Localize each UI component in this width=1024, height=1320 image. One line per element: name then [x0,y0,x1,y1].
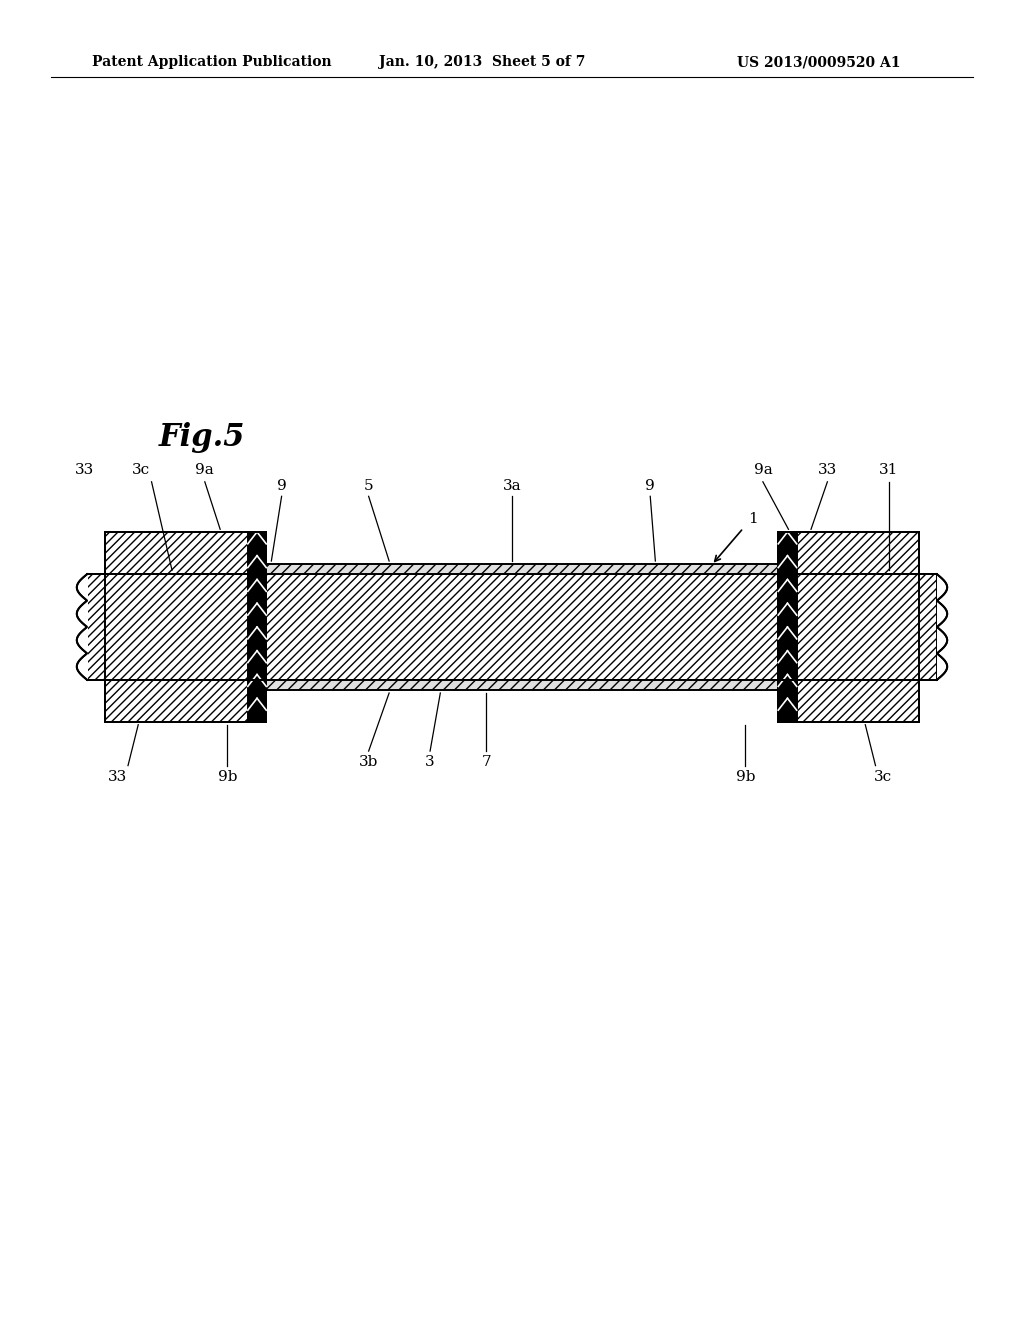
Bar [778,532,919,574]
Bar [266,574,778,680]
Bar [937,574,953,680]
Text: 5: 5 [364,479,374,492]
Text: 3b: 3b [359,755,378,768]
Text: 9a: 9a [196,463,214,477]
Text: 9a: 9a [754,463,772,477]
Bar [248,532,266,722]
Text: Jan. 10, 2013  Sheet 5 of 7: Jan. 10, 2013 Sheet 5 of 7 [379,55,586,70]
Text: US 2013/0009520 A1: US 2013/0009520 A1 [737,55,901,70]
Bar [266,564,778,574]
Text: Patent Application Publication: Patent Application Publication [92,55,332,70]
Bar [72,574,88,680]
Bar [87,574,266,680]
Text: 33: 33 [76,463,94,477]
Text: 9: 9 [645,479,655,492]
Bar [778,680,919,722]
Bar [778,532,797,722]
Text: Fig.5: Fig.5 [159,422,245,453]
Text: 33: 33 [818,463,837,477]
Text: 33: 33 [109,771,127,784]
Bar [778,574,937,680]
Text: 3a: 3a [503,479,521,492]
Text: 3c: 3c [132,463,151,477]
Bar [105,532,266,574]
Text: 9: 9 [276,479,287,492]
Text: 7: 7 [481,755,492,768]
Text: 3c: 3c [873,771,892,784]
Bar [105,680,266,722]
Bar [266,680,778,690]
Text: 3: 3 [425,755,435,768]
Text: 9b: 9b [735,771,756,784]
Text: 9b: 9b [217,771,238,784]
Text: 1: 1 [748,512,758,525]
Text: 31: 31 [880,463,898,477]
